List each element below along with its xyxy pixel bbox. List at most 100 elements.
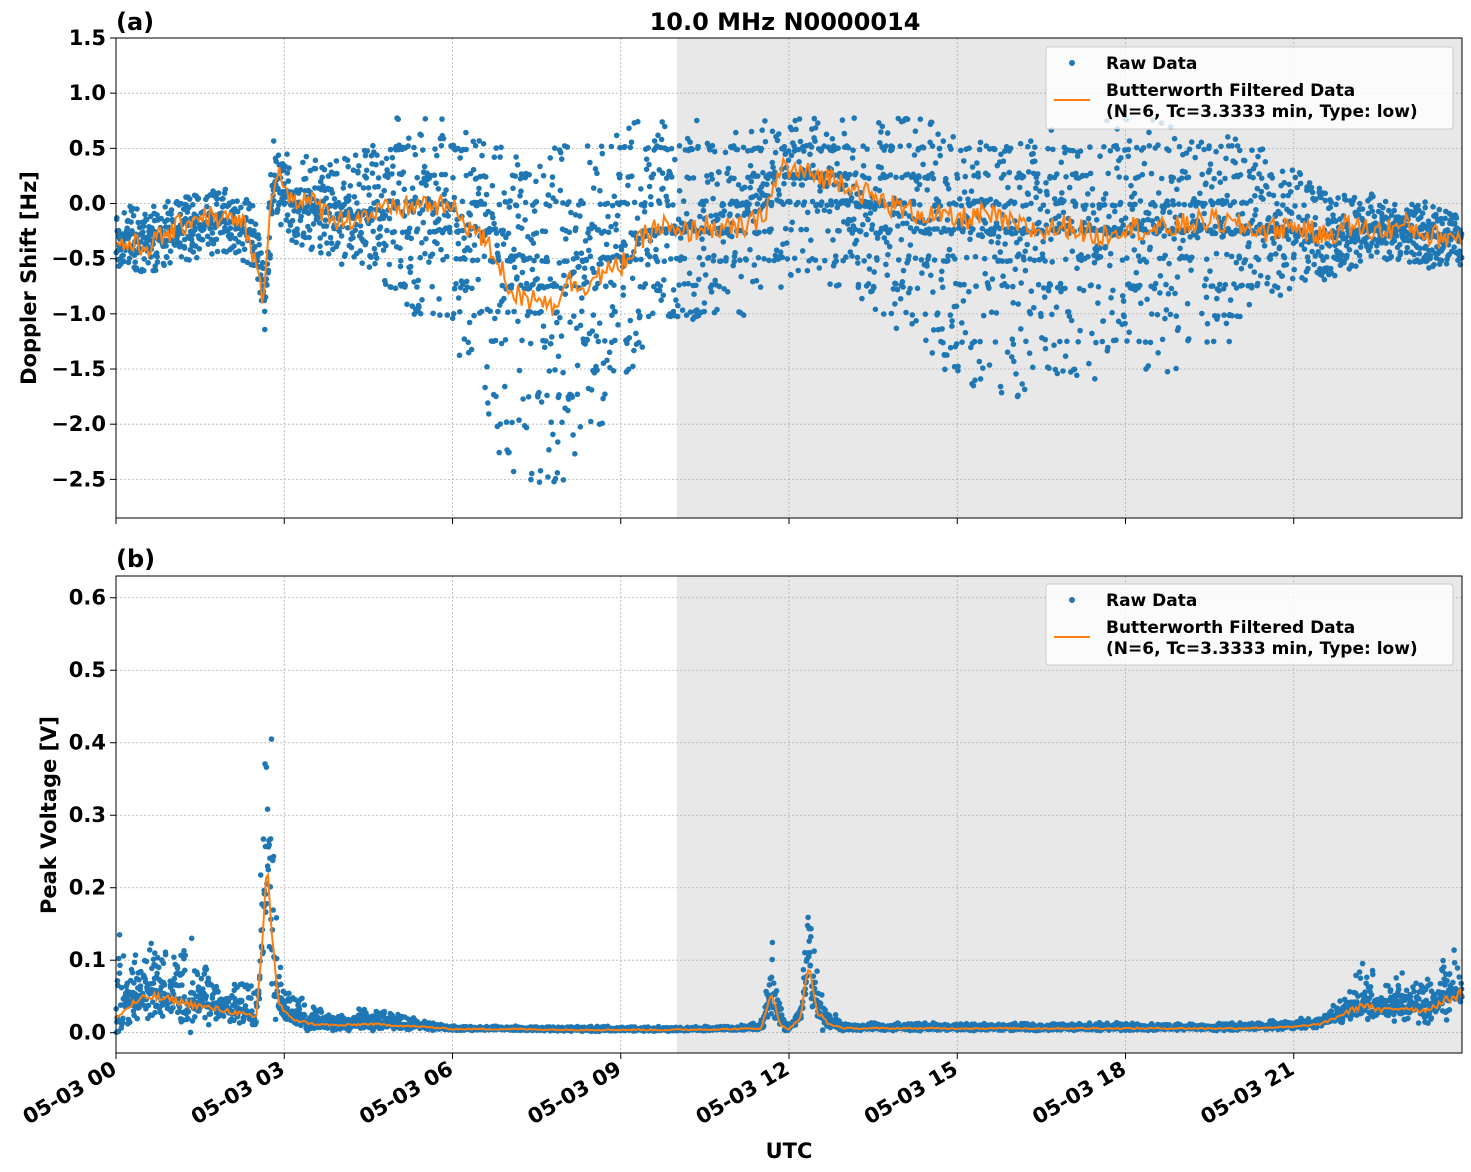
raw-data-point bbox=[145, 1002, 152, 1009]
raw-data-point bbox=[1233, 259, 1240, 266]
raw-data-point bbox=[608, 223, 614, 230]
raw-data-point bbox=[1276, 244, 1283, 250]
raw-data-point bbox=[804, 267, 811, 274]
raw-data-point bbox=[612, 308, 618, 315]
raw-data-point bbox=[491, 220, 497, 227]
raw-data-point bbox=[1164, 368, 1171, 375]
raw-data-point bbox=[1007, 258, 1013, 264]
raw-data-point bbox=[1026, 216, 1032, 222]
raw-data-point bbox=[1095, 300, 1101, 306]
raw-data-point bbox=[1201, 146, 1207, 153]
raw-data-point bbox=[584, 143, 591, 149]
raw-data-point bbox=[115, 227, 122, 234]
raw-data-point bbox=[627, 258, 633, 265]
raw-data-point bbox=[1201, 210, 1207, 217]
raw-data-point bbox=[1273, 251, 1279, 257]
raw-data-point bbox=[1105, 170, 1111, 177]
raw-data-point bbox=[511, 308, 517, 315]
raw-data-point bbox=[1024, 241, 1030, 248]
raw-data-point bbox=[622, 143, 628, 150]
raw-data-point bbox=[167, 248, 174, 254]
raw-data-point bbox=[1427, 253, 1434, 259]
raw-data-point bbox=[568, 209, 574, 216]
raw-data-point bbox=[582, 238, 589, 244]
raw-data-point bbox=[1148, 311, 1155, 317]
panel-b-label: (b) bbox=[116, 545, 155, 573]
raw-data-point bbox=[341, 180, 347, 186]
raw-data-point bbox=[447, 229, 453, 236]
raw-data-point bbox=[167, 260, 173, 266]
raw-data-point bbox=[231, 243, 237, 249]
raw-data-point bbox=[869, 222, 876, 228]
raw-data-point bbox=[555, 353, 562, 360]
raw-data-point bbox=[733, 129, 739, 136]
raw-data-point bbox=[1371, 213, 1378, 220]
raw-data-point bbox=[1097, 254, 1104, 260]
raw-data-point bbox=[259, 259, 266, 266]
raw-data-point bbox=[1062, 353, 1069, 360]
raw-data-point bbox=[618, 246, 625, 253]
raw-data-point bbox=[757, 284, 764, 290]
raw-data-point bbox=[944, 352, 950, 358]
raw-data-point bbox=[643, 156, 650, 162]
raw-data-point bbox=[756, 195, 763, 201]
raw-data-point bbox=[546, 368, 553, 374]
raw-data-point bbox=[462, 256, 468, 262]
raw-data-point bbox=[1051, 342, 1057, 349]
raw-data-point bbox=[738, 273, 744, 280]
raw-data-point bbox=[1010, 300, 1016, 306]
raw-data-point bbox=[628, 139, 635, 145]
raw-data-point bbox=[859, 295, 865, 302]
raw-data-point bbox=[1212, 230, 1219, 237]
raw-data-point bbox=[833, 258, 839, 264]
raw-data-point bbox=[1025, 169, 1032, 175]
raw-data-point bbox=[338, 261, 345, 268]
raw-data-point bbox=[152, 950, 158, 956]
raw-data-point bbox=[516, 417, 522, 423]
raw-data-point bbox=[1047, 282, 1054, 288]
raw-data-point bbox=[409, 185, 416, 191]
raw-data-point bbox=[390, 239, 397, 245]
raw-data-point bbox=[946, 246, 953, 253]
raw-data-point bbox=[960, 298, 967, 304]
raw-data-point bbox=[352, 152, 359, 158]
raw-data-point bbox=[1100, 196, 1107, 202]
raw-data-point bbox=[982, 270, 988, 277]
raw-data-point bbox=[637, 312, 643, 319]
raw-data-point bbox=[373, 255, 380, 261]
raw-data-point bbox=[372, 260, 378, 267]
raw-data-point bbox=[735, 182, 742, 188]
raw-data-point bbox=[1139, 171, 1146, 178]
raw-data-point bbox=[190, 231, 196, 238]
raw-data-point bbox=[204, 233, 211, 240]
raw-data-point bbox=[906, 142, 912, 149]
raw-data-point bbox=[1042, 345, 1049, 352]
raw-data-point bbox=[1030, 364, 1036, 371]
raw-data-point bbox=[1004, 349, 1011, 356]
raw-data-point bbox=[825, 228, 831, 234]
raw-data-point bbox=[284, 212, 291, 218]
raw-data-point bbox=[872, 306, 879, 313]
raw-data-point bbox=[953, 303, 960, 310]
raw-data-point bbox=[284, 170, 291, 176]
raw-data-point bbox=[142, 211, 148, 218]
raw-data-point bbox=[584, 337, 591, 343]
raw-data-point bbox=[550, 431, 556, 438]
raw-data-point bbox=[633, 256, 639, 263]
raw-data-point bbox=[1210, 338, 1217, 345]
raw-data-point bbox=[154, 970, 160, 977]
raw-data-point bbox=[289, 217, 296, 224]
raw-data-point bbox=[638, 256, 644, 263]
raw-data-point bbox=[1328, 199, 1334, 205]
raw-data-point bbox=[731, 258, 738, 265]
raw-data-point bbox=[696, 276, 702, 283]
raw-data-point bbox=[1072, 200, 1079, 207]
raw-data-point bbox=[456, 352, 463, 359]
raw-data-point bbox=[252, 244, 258, 250]
raw-data-point bbox=[939, 268, 945, 275]
raw-data-point bbox=[860, 163, 867, 169]
raw-data-point bbox=[885, 251, 891, 258]
raw-data-point bbox=[961, 281, 967, 288]
raw-data-point bbox=[1326, 243, 1333, 249]
raw-data-point bbox=[922, 311, 929, 318]
